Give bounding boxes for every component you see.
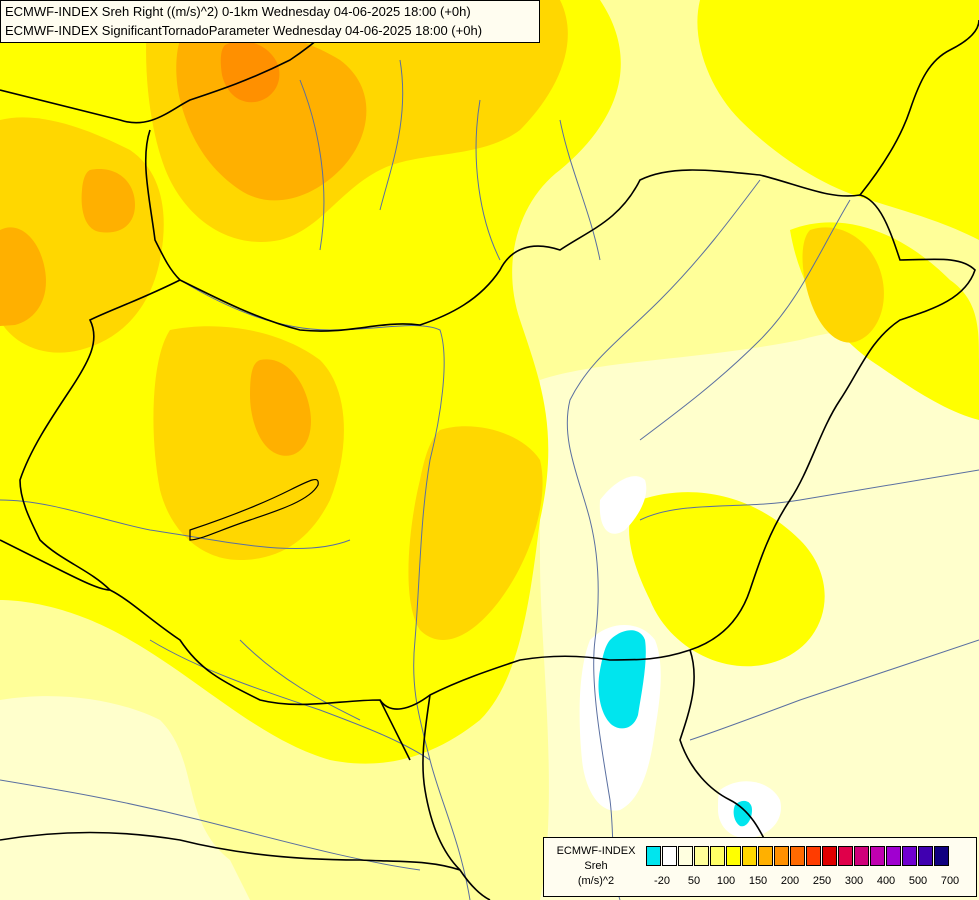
border-austria-slovenia xyxy=(0,539,111,591)
legend-title-variable: Sreh xyxy=(584,860,608,872)
river-east-1 xyxy=(639,199,851,441)
legend-swatch xyxy=(726,846,741,866)
legend-swatch xyxy=(646,846,661,866)
river-north-2 xyxy=(379,59,404,211)
legend-swatch xyxy=(742,846,757,866)
border-west xyxy=(144,129,181,281)
river-sava xyxy=(0,779,421,871)
legend-swatch xyxy=(694,846,709,866)
legend-swatch xyxy=(838,846,853,866)
legend-swatch xyxy=(902,846,917,866)
legend-swatch xyxy=(790,846,805,866)
color-legend: ECMWF-INDEX Sreh (m/s)^2 -20 50 100 150 200 2… xyxy=(543,837,977,897)
legend-swatch xyxy=(774,846,789,866)
border-north xyxy=(0,0,361,124)
border-hungary xyxy=(19,169,976,710)
map-title-line-1: ECMWF-INDEX Sreh Right ((m/s)^2) 0-1km W… xyxy=(5,4,471,19)
legend-swatch xyxy=(710,846,725,866)
legend-swatch xyxy=(662,846,677,866)
map-title-box: ECMWF-INDEX Sreh Right ((m/s)^2) 0-1km W… xyxy=(0,0,540,43)
river-east-2 xyxy=(639,469,979,521)
river-tisza xyxy=(566,179,761,900)
legend-tick-label: 250 xyxy=(812,875,832,887)
legend-tick-label: 500 xyxy=(908,875,928,887)
field-orange-northwest xyxy=(81,169,135,233)
legend-swatch xyxy=(806,846,821,866)
legend-swatch xyxy=(678,846,693,866)
river-north-1 xyxy=(299,79,325,251)
legend-swatch xyxy=(918,846,933,866)
border-slovakia-ukraine xyxy=(859,19,979,196)
legend-title: ECMWF-INDEX Sreh (m/s)^2 xyxy=(546,844,646,889)
legend-tick-label: 50 xyxy=(687,875,701,887)
field-orange-west xyxy=(0,227,46,326)
field-deep-orange-core xyxy=(220,41,280,103)
river-drava xyxy=(149,639,431,761)
field-yellow-southeast xyxy=(629,492,825,667)
legend-tick-label: 400 xyxy=(876,875,896,887)
legend-tick-label: 200 xyxy=(780,875,800,887)
field-white-north xyxy=(599,476,647,534)
river-danube xyxy=(179,279,471,900)
legend-swatch xyxy=(822,846,837,866)
border-south-loop xyxy=(379,699,411,761)
lake-balaton xyxy=(189,478,319,541)
river-north-3 xyxy=(475,99,501,261)
river-north-4 xyxy=(559,119,601,261)
field-cyan-southeast xyxy=(733,800,752,827)
field-gold-east xyxy=(802,227,884,343)
rivers xyxy=(0,59,979,900)
field-yellow-northeast xyxy=(697,0,979,240)
field-gold-strip xyxy=(408,426,543,640)
legend-tick-label: 700 xyxy=(940,875,960,887)
legend-tick-label: 100 xyxy=(716,875,736,887)
border-bosnia xyxy=(0,831,461,871)
legend-swatch xyxy=(854,846,869,866)
river-southeast xyxy=(689,639,979,741)
legend-title-unit: (m/s)^2 xyxy=(577,875,615,887)
river-south-2 xyxy=(239,639,361,721)
legend-title-model: ECMWF-INDEX xyxy=(556,845,636,857)
legend-swatch xyxy=(758,846,773,866)
river-west xyxy=(0,499,351,550)
map-title-line-2: ECMWF-INDEX SignificantTornadoParameter … xyxy=(5,23,483,38)
field-pale-southwest xyxy=(0,696,250,900)
field-orange-center xyxy=(250,359,311,456)
legend-swatch xyxy=(886,846,901,866)
legend-tick-label: 150 xyxy=(748,875,768,887)
border-croatia-serbia xyxy=(422,694,491,900)
field-cyan-south xyxy=(598,630,646,729)
legend-tick-label: -20 xyxy=(654,875,670,887)
legend-swatch xyxy=(870,846,885,866)
legend-tick-label: 300 xyxy=(844,875,864,887)
legend-swatch xyxy=(934,846,949,866)
border-serbia-romania xyxy=(679,649,771,851)
